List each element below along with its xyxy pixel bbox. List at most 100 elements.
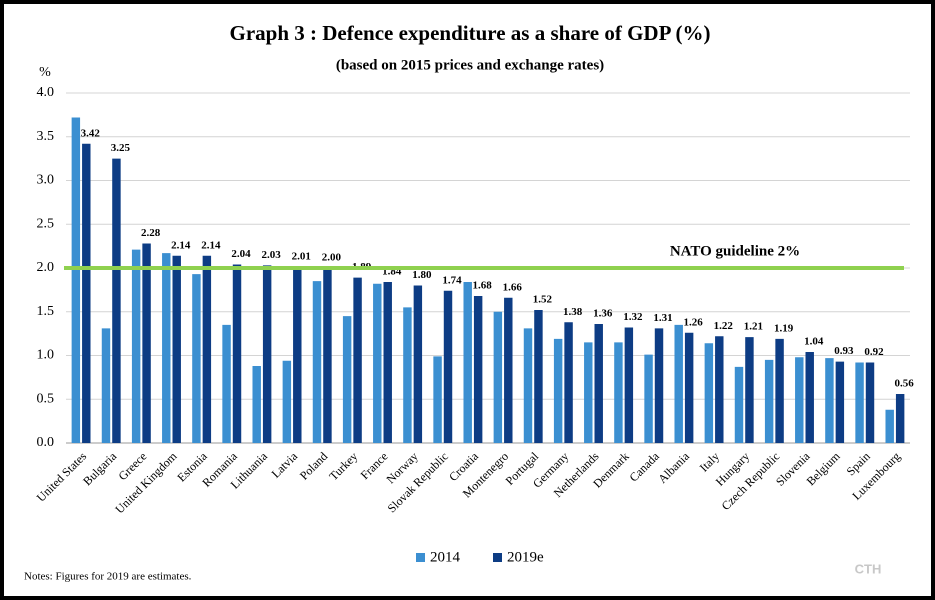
bar — [131, 249, 141, 443]
bar — [553, 338, 563, 443]
bar — [312, 281, 322, 443]
value-label: 2.14 — [201, 239, 221, 251]
value-label: 1.66 — [503, 281, 523, 293]
bar — [232, 264, 242, 443]
bar — [82, 143, 91, 443]
bar — [373, 283, 382, 443]
bar — [493, 311, 503, 443]
value-label: 2.00 — [322, 252, 342, 264]
value-label: 3.25 — [111, 142, 131, 154]
watermark: CTH — [855, 561, 882, 576]
bar — [162, 253, 171, 443]
value-label: 1.32 — [623, 311, 643, 323]
legend-swatch — [493, 553, 502, 562]
value-label: 1.80 — [412, 269, 432, 281]
y-tick-label: 0.5 — [37, 391, 55, 406]
bar — [262, 265, 272, 443]
bar — [624, 327, 634, 443]
chart-subtitle: (based on 2015 prices and exchange rates… — [336, 57, 604, 73]
bar — [564, 322, 573, 443]
bar — [865, 362, 875, 443]
y-tick-label: 3.5 — [37, 129, 55, 144]
bar — [654, 328, 664, 443]
bar — [594, 324, 603, 443]
bar — [353, 277, 362, 443]
bar — [534, 310, 543, 443]
bar — [252, 366, 261, 443]
bar — [101, 328, 111, 443]
notes: Notes: Figures for 2019 are estimates. — [24, 571, 192, 583]
bar — [222, 324, 231, 443]
value-label: 2.14 — [171, 239, 191, 251]
bar — [293, 267, 302, 443]
bar — [734, 366, 744, 443]
value-label: 2.03 — [262, 249, 282, 261]
bar — [895, 394, 905, 443]
y-tick-label: 1.5 — [37, 304, 55, 319]
bar — [775, 338, 784, 443]
bar — [855, 362, 864, 443]
bar — [202, 255, 212, 443]
y-tick-label: 4.0 — [37, 85, 55, 100]
y-tick-label: 0.0 — [37, 435, 55, 450]
bar — [745, 337, 754, 443]
bar — [795, 357, 804, 443]
y-tick-label: 1.0 — [37, 348, 55, 363]
bar — [674, 324, 683, 443]
chart-title: Graph 3 : Defence expenditure as a share… — [229, 21, 710, 45]
value-label: 2.01 — [292, 251, 311, 263]
value-label: 1.19 — [774, 322, 794, 334]
bar — [342, 316, 352, 443]
y-tick-label: 2.0 — [37, 260, 55, 275]
bar — [805, 352, 814, 443]
value-label: 0.56 — [895, 378, 915, 390]
value-label: 1.38 — [563, 306, 583, 318]
value-label: 1.26 — [684, 316, 704, 328]
bar — [704, 343, 714, 443]
value-label: 1.68 — [473, 280, 493, 292]
value-label: 3.42 — [81, 127, 101, 139]
bar — [684, 332, 694, 443]
bar — [644, 354, 653, 443]
bar — [172, 255, 181, 443]
bar — [473, 296, 483, 443]
value-label: 1.21 — [744, 321, 763, 333]
bar — [523, 328, 533, 443]
bar — [433, 356, 442, 443]
legend-label: 2014 — [430, 549, 461, 565]
y-tick-label: 3.0 — [37, 173, 55, 188]
bar — [403, 307, 412, 443]
value-label: 1.36 — [593, 308, 613, 320]
reference-label: NATO guideline 2% — [670, 243, 800, 259]
bar — [835, 361, 845, 443]
legend-label: 2019e — [507, 549, 544, 565]
bar — [443, 290, 453, 443]
bar — [192, 274, 201, 443]
y-axis-label: % — [39, 65, 51, 80]
bar — [764, 359, 774, 443]
bar — [71, 117, 81, 443]
bar — [282, 360, 292, 443]
value-label: 1.52 — [533, 294, 553, 306]
bar — [383, 282, 392, 443]
bar — [112, 158, 121, 443]
legend-swatch — [416, 553, 425, 562]
value-label: 1.22 — [714, 320, 734, 332]
value-label: 1.31 — [653, 312, 672, 324]
bar — [463, 282, 472, 443]
bar — [584, 342, 593, 443]
bar — [614, 342, 623, 443]
value-label: 2.28 — [141, 227, 161, 239]
bar — [885, 409, 894, 443]
bar — [715, 336, 724, 443]
value-label: 1.74 — [442, 274, 462, 286]
bar — [504, 297, 513, 443]
value-label: 0.93 — [834, 345, 854, 357]
value-label: 2.04 — [231, 248, 251, 260]
bar — [323, 268, 332, 443]
bar — [142, 243, 151, 443]
y-tick-label: 2.5 — [37, 216, 55, 231]
value-label: 1.04 — [804, 336, 824, 348]
